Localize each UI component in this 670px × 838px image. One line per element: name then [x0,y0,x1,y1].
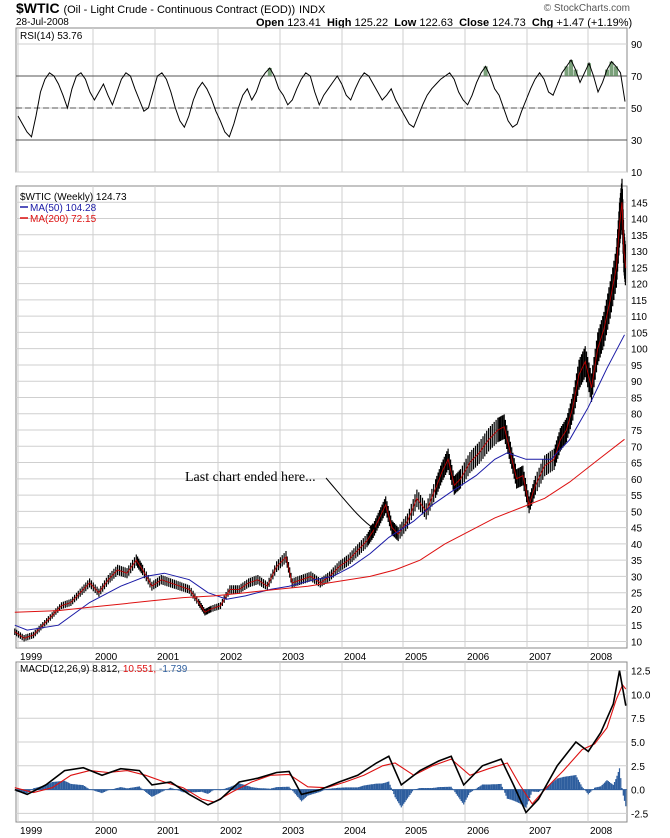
annotation-text: Last chart ended here... [185,470,316,485]
price-tick-label: 115 [631,296,647,307]
rsi-tick-label: 30 [631,136,643,147]
ma-line-50 [14,334,625,631]
price-line [14,202,627,639]
exchange: INDX [299,4,326,16]
annotation-arrowhead [369,523,376,530]
price-year-label: 2000 [95,652,118,663]
chart-title: $WTIC (Oil - Light Crude - Continuous Co… [16,0,325,16]
macd-year-label: 2002 [220,826,243,837]
price-tick-label: 85 [631,393,643,404]
price-tick-label: 135 [631,231,648,242]
price-tick-label: 30 [631,572,643,583]
rsi-tick-label: 70 [631,72,643,83]
low-value: 122.63 [419,17,453,29]
rsi-tick-label: 50 [631,104,643,115]
price-tick-label: 60 [631,475,643,486]
macd-year-label: 1999 [20,826,43,837]
macd-year-label: 2008 [590,826,613,837]
price-year-label: 2004 [344,652,367,663]
price-tick-label: 45 [631,524,643,535]
macd-year-label: 2003 [282,826,305,837]
rsi-line [17,59,626,138]
macd-tick-label: 7.5 [631,714,645,725]
macd-year-label: 2006 [467,826,490,837]
price-tick-label: 15 [631,621,643,632]
rsi-tick-label: 90 [631,40,643,51]
price-tick-label: 100 [631,345,648,356]
symbol: $WTIC [16,0,60,16]
ohlc-bar: Open 123.41 High 125.22 Low 122.63 Close… [256,17,633,29]
price-year-label: 2001 [157,652,180,663]
macd-year-label: 2007 [529,826,552,837]
price-year-label: 2008 [590,652,613,663]
ma-line-200 [14,438,625,613]
price-tick-label: 80 [631,410,643,421]
chart-date: 28-Jul-2008 [16,17,69,28]
price-tick-label: 25 [631,589,643,600]
macd-tick-label: -2.5 [631,809,649,820]
legend-ma200: MA(200) 72.15 [30,214,97,225]
legend-ma50: MA(50) 104.28 [30,203,97,214]
macd-title: MACD(12,26,9) 8.812, 10.551, -1.739 [20,664,188,675]
macd-tick-label: 10.0 [631,690,651,701]
high-value: 125.22 [354,17,389,29]
macd-year-label: 2005 [405,826,428,837]
price-tick-label: 105 [631,328,648,339]
price-year-label: 2002 [220,652,243,663]
price-year-label: 1999 [20,652,43,663]
macd-year-label: 2001 [157,826,180,837]
price-tick-label: 75 [631,426,643,437]
price-year-label: 2006 [467,652,490,663]
price-tick-label: 125 [631,263,648,274]
price-tick-label: 10 [631,637,643,648]
rsi-title: RSI(14) 53.76 [20,31,83,42]
macd-signal-line [14,683,627,805]
price-year-label: 2003 [282,652,305,663]
macd-line [14,670,627,814]
price-tick-label: 35 [631,556,643,567]
macd-year-label: 2004 [344,826,367,837]
macd-tick-label: 2.5 [631,762,645,773]
price-tick-label: 65 [631,459,643,470]
macd-tick-label: 12.5 [631,667,651,678]
macd-tick-label: 0.0 [631,786,645,797]
price-tick-label: 120 [631,280,648,291]
macd-tick-label: 5.0 [631,738,645,749]
instrument-name: (Oil - Light Crude - Continuous Contract… [63,4,296,16]
open-value: 123.41 [287,17,321,29]
price-tick-label: 20 [631,605,643,616]
price-tick-label: 140 [631,215,648,226]
close-value: 124.73 [492,17,526,29]
price-tick-label: 130 [631,247,648,258]
price-tick-label: 145 [631,198,648,209]
price-tick-label: 70 [631,442,643,453]
price-tick-label: 40 [631,540,643,551]
price-tick-label: 55 [631,491,643,502]
price-tick-label: 50 [631,507,643,518]
price-tick-label: 110 [631,312,647,323]
change-value: +1.47 (+1.19%) [556,17,633,29]
rsi-tick-label: 10 [631,168,643,179]
price-title: $WTIC (Weekly) 124.73 [20,192,127,203]
price-tick-label: 90 [631,377,643,388]
credit: © StockCharts.com [543,3,630,14]
price-tick-label: 95 [631,361,643,372]
macd-year-label: 2000 [95,826,118,837]
price-year-label: 2005 [405,652,428,663]
price-year-label: 2007 [529,652,552,663]
